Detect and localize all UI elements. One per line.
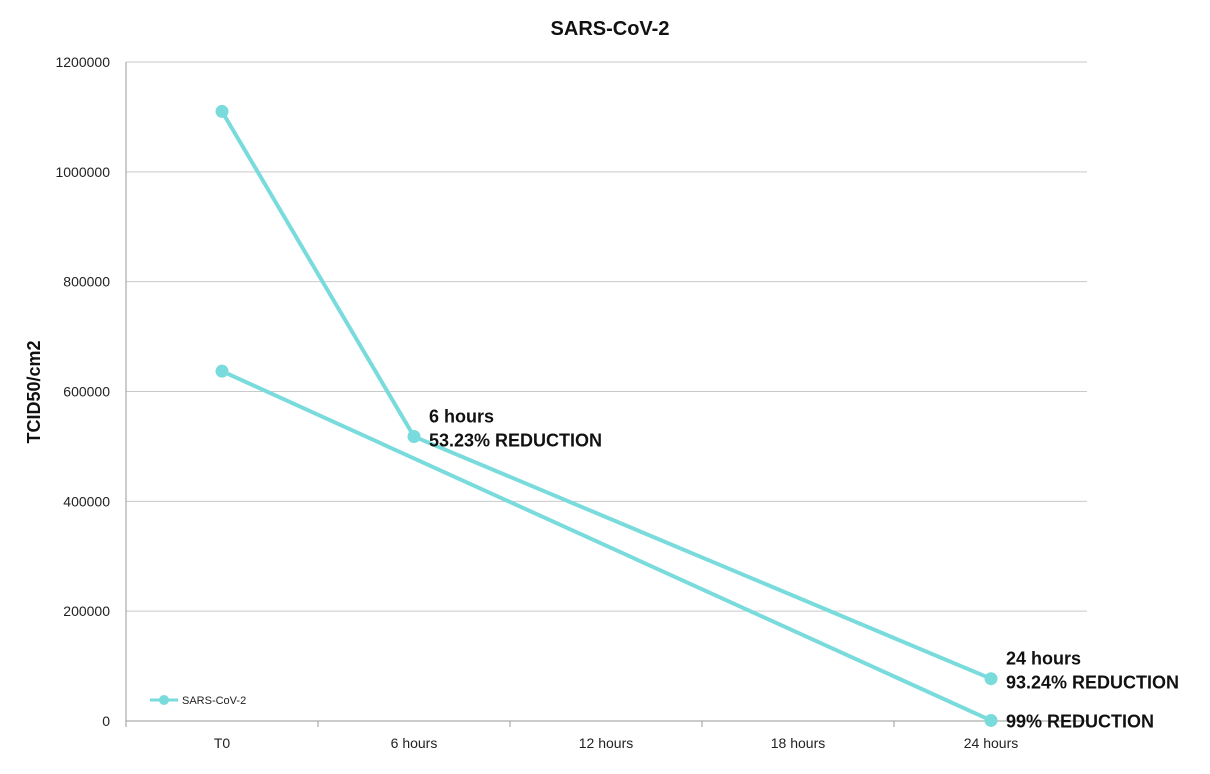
x-tick-labels: T0 6 hours 12 hours 18 hours 24 hours (214, 735, 1018, 751)
x-tick-label: 12 hours (579, 735, 633, 751)
y-tick-label: 1000000 (55, 164, 110, 180)
y-tick-label: 200000 (63, 603, 110, 619)
data-point (984, 672, 998, 686)
legend-marker (159, 695, 169, 705)
y-tick-label: 600000 (63, 384, 110, 400)
data-point (407, 430, 421, 444)
annotation-text: 24 hours (1006, 649, 1081, 669)
y-tick-label: 400000 (63, 493, 110, 509)
data-point (215, 364, 229, 378)
legend: SARS-CoV-2 (150, 695, 246, 707)
y-tick-label: 0 (102, 713, 110, 729)
series-lines (220, 109, 993, 723)
legend-label: SARS-CoV-2 (182, 695, 246, 707)
y-tick-labels: 0 200000 400000 600000 800000 1000000 1200000 (55, 54, 110, 729)
chart-title: SARS-CoV-2 (551, 18, 670, 40)
axes (125, 62, 1088, 727)
series-line (220, 109, 993, 681)
data-point (984, 713, 998, 727)
series-line (220, 369, 993, 723)
x-tick-label: 6 hours (391, 735, 438, 751)
annotation-text: 93.24% REDUCTION (1006, 673, 1179, 693)
data-point (215, 104, 229, 118)
y-tick-label: 800000 (63, 274, 110, 290)
annotation-text: 53.23% REDUCTION (429, 431, 602, 451)
x-tick-label: 18 hours (771, 735, 825, 751)
y-tick-label: 1200000 (55, 54, 110, 70)
x-tick-label: T0 (214, 735, 231, 751)
annotations: 6 hours 53.23% REDUCTION 24 hours 93.24% RE… (429, 407, 1179, 732)
data-points (215, 104, 998, 727)
gridlines (126, 61, 1087, 612)
y-axis-label: TCID50/cm2 (24, 340, 44, 443)
x-tick-label: 24 hours (964, 735, 1018, 751)
annotation-text: 99% REDUCTION (1006, 711, 1154, 731)
annotation-text: 6 hours (429, 407, 494, 427)
